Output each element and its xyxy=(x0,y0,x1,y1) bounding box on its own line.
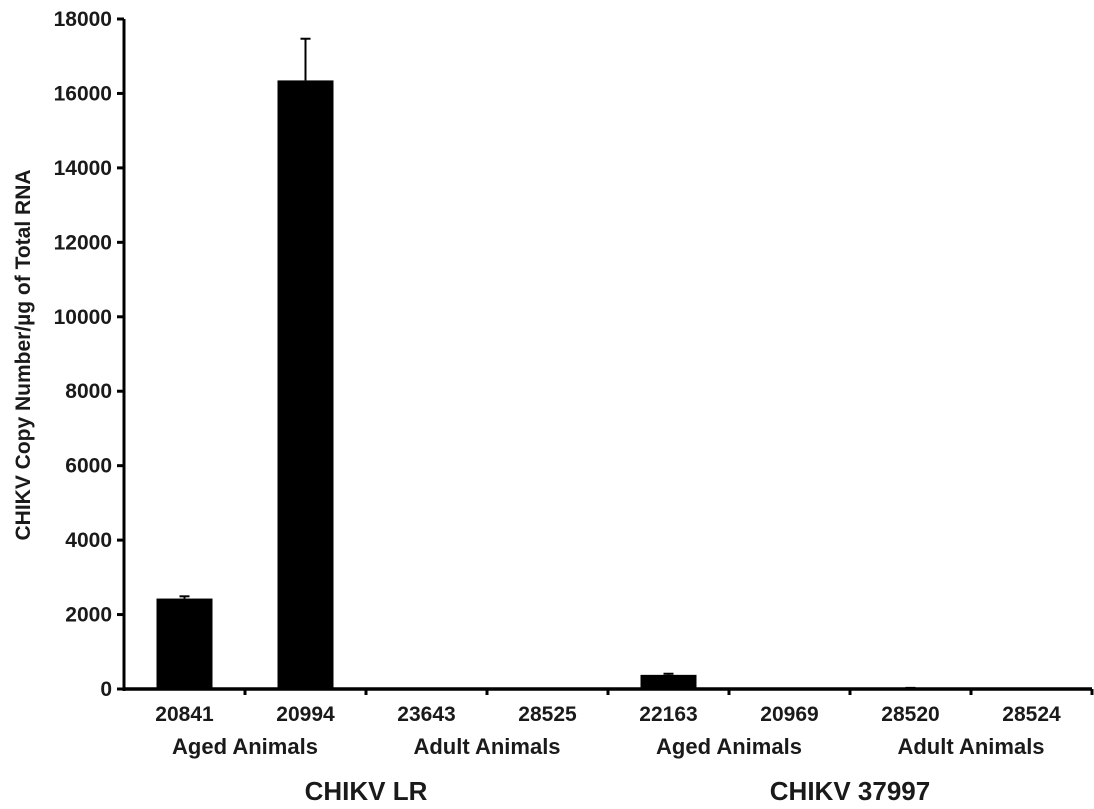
age-group-label: Adult Animals xyxy=(413,734,560,759)
age-group-label: Aged Animals xyxy=(656,734,802,759)
category-label: 20969 xyxy=(760,703,818,726)
virus-group-label: CHIKV 37997 xyxy=(770,776,930,806)
age-group-label: Adult Animals xyxy=(897,734,1044,759)
y-tick-label: 0 xyxy=(100,678,112,701)
y-tick-label: 6000 xyxy=(65,455,112,478)
virus-group-label: CHIKV LR xyxy=(305,776,428,806)
y-tick-label: 10000 xyxy=(54,306,112,329)
bar xyxy=(882,688,939,689)
label-area: 0 2000 4000 6000 8000 10000 12000 14000 16000 180… xyxy=(54,8,1061,806)
y-tick-label: 12000 xyxy=(54,231,112,254)
plot-area xyxy=(117,17,1094,695)
category-label: 28525 xyxy=(518,703,577,726)
category-label: 28524 xyxy=(1002,703,1061,726)
bar xyxy=(277,80,334,689)
y-axis-label-group: CHIKV Copy Number/µg of Total RNA xyxy=(12,169,35,540)
category-label: 22163 xyxy=(639,703,697,726)
category-label: 20994 xyxy=(276,703,335,726)
y-tick-label: 14000 xyxy=(54,157,112,180)
y-tick-label: 8000 xyxy=(65,380,112,403)
y-tick-label: 16000 xyxy=(54,82,112,105)
age-group-label: Aged Animals xyxy=(172,734,318,759)
category-label: 28520 xyxy=(881,703,939,726)
category-label: 23643 xyxy=(397,703,455,726)
y-axis-label: CHIKV Copy Number/µg of Total RNA xyxy=(12,169,35,540)
category-label: 20841 xyxy=(155,703,214,726)
bar xyxy=(156,598,213,689)
y-tick-label: 4000 xyxy=(65,529,112,552)
bar xyxy=(640,674,697,689)
y-tick-label: 2000 xyxy=(65,604,112,627)
y-tick-label: 18000 xyxy=(54,8,112,31)
